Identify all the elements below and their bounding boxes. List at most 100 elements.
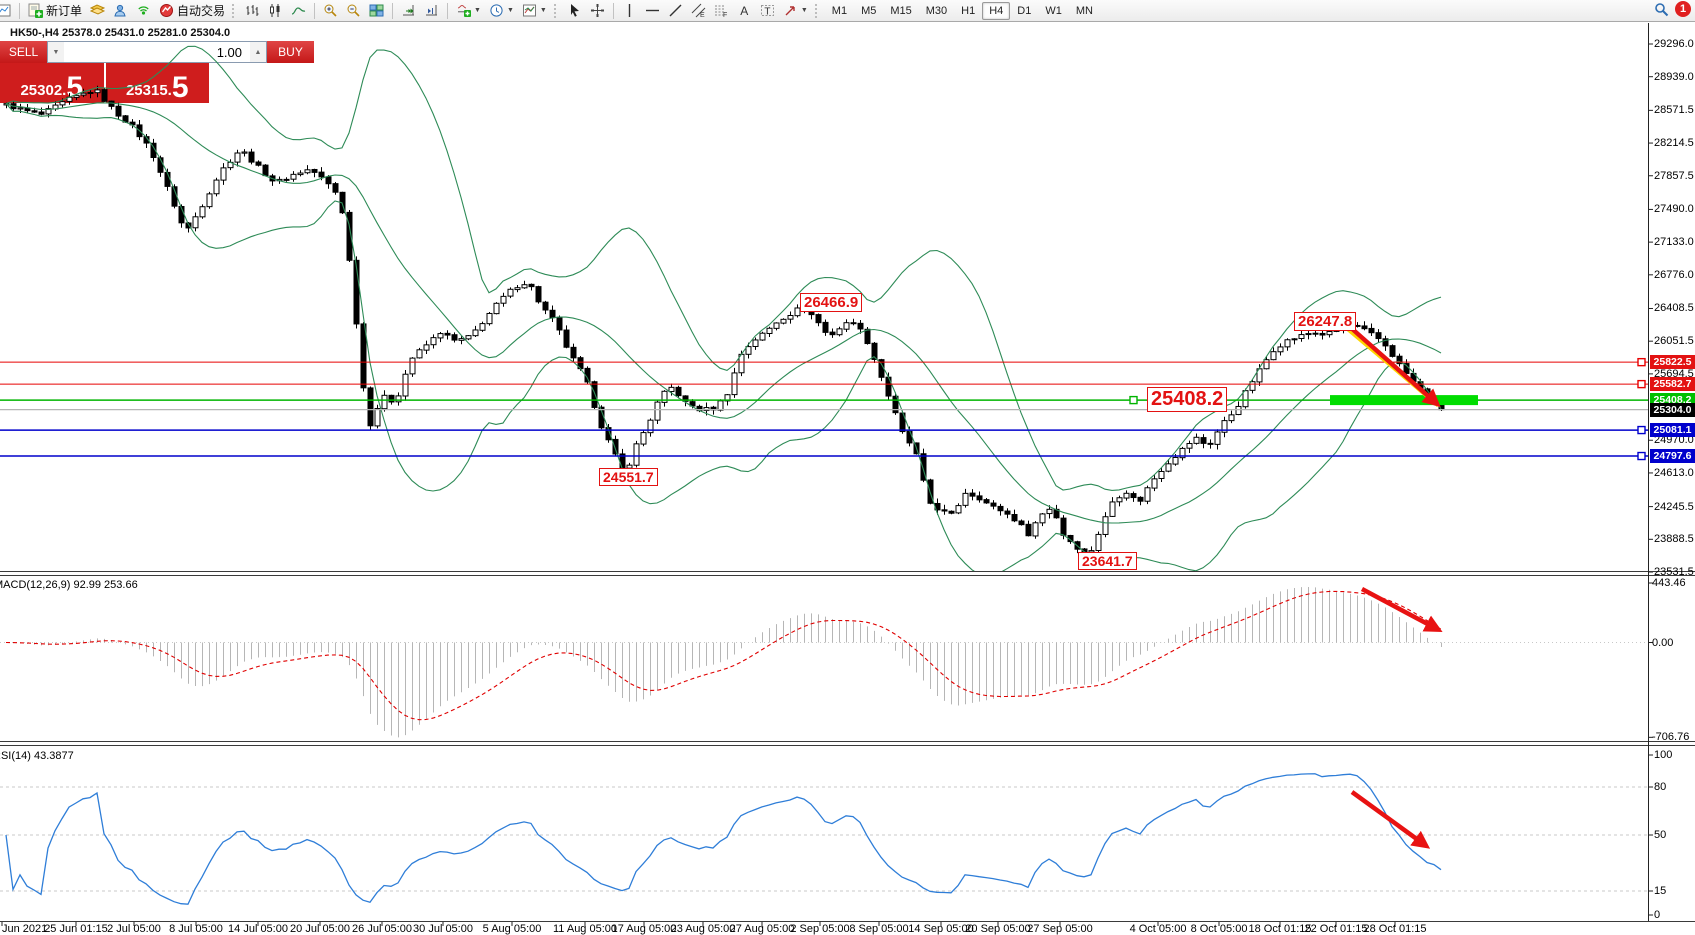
autotrading-button[interactable]: 自动交易: [156, 2, 228, 20]
price-annotation[interactable]: 24551.7: [599, 468, 658, 487]
clipped-chart-icon[interactable]: [0, 2, 14, 20]
timeframe-mn[interactable]: MN: [1075, 4, 1093, 17]
text-button[interactable]: A: [734, 2, 755, 20]
pane-separator[interactable]: [0, 741, 1695, 742]
arrow-objects-icon: [785, 6, 795, 16]
dropdown-caret-icon: ▼: [474, 7, 481, 14]
sell-button[interactable]: SELL: [0, 41, 47, 63]
text-label-icon: T: [760, 5, 774, 18]
autotrading-icon: [160, 4, 174, 17]
candlestick-chart-button[interactable]: [265, 2, 286, 20]
toolbar-grip: [814, 3, 821, 18]
clock-icon: [490, 4, 503, 17]
chart-window-icon: [0, 4, 11, 17]
dropdown-caret-icon: ▼: [539, 7, 547, 14]
search-icon[interactable]: [1654, 2, 1669, 17]
profiles-button[interactable]: [87, 2, 108, 20]
pane-separator[interactable]: [0, 571, 1695, 572]
bar-chart-button[interactable]: [242, 2, 263, 20]
timeframe-m1[interactable]: M1: [831, 4, 848, 17]
signals-icon: [138, 6, 149, 15]
one-click-trading-panel: SELL ▼ ▲ BUY 25302.5 25315.5: [0, 41, 314, 103]
volume-input[interactable]: [64, 43, 250, 61]
sell-price[interactable]: 25302. 5: [0, 63, 104, 103]
equidistant-channel-icon: E: [691, 3, 706, 18]
text-a-icon: A: [740, 4, 748, 18]
cursor-icon: [570, 4, 579, 17]
pane-separator[interactable]: [0, 575, 1695, 576]
macd-label: MACD(12,26,9) 92.99 253.66: [0, 579, 138, 591]
volume-stepper: ▼ ▲: [47, 41, 267, 63]
autotrading-label: 自动交易: [177, 4, 226, 18]
pane-separator[interactable]: [0, 745, 1695, 746]
timeframe-w1[interactable]: W1: [1045, 4, 1062, 17]
volume-up-button[interactable]: ▲: [250, 42, 266, 62]
svg-text:F: F: [723, 12, 727, 18]
toolbar-separator: [392, 2, 394, 19]
market-watch-button[interactable]: [110, 2, 131, 20]
timeframe-h4[interactable]: H4: [982, 1, 1011, 20]
svg-text:T: T: [764, 7, 770, 18]
template-icon: [522, 4, 536, 17]
horizontal-line-icon: [645, 9, 659, 12]
vertical-line-button[interactable]: [619, 2, 640, 20]
zoom-in-button[interactable]: [320, 2, 341, 20]
zoom-out-icon: [347, 4, 360, 17]
text-label-button[interactable]: T: [757, 2, 778, 20]
market-watch-icon: [114, 4, 126, 17]
arrows-button[interactable]: ▼: [780, 2, 811, 20]
toolbar-grip: [553, 3, 560, 18]
price-annotation[interactable]: 25408.2: [1147, 387, 1228, 412]
tile-windows-button[interactable]: [366, 2, 387, 20]
chart-shift-button[interactable]: [421, 2, 442, 20]
buy-button[interactable]: BUY: [267, 41, 314, 63]
vertical-line-icon: [628, 4, 631, 17]
timeframe-m5[interactable]: M5: [861, 4, 877, 17]
price-annotation[interactable]: 26466.9: [800, 293, 863, 313]
bar-chart-icon: [246, 5, 259, 16]
signals-button[interactable]: [133, 2, 154, 20]
timeframe-m15[interactable]: M15: [890, 4, 912, 17]
indicators-button[interactable]: ▼: [453, 2, 484, 20]
periods-button[interactable]: ▼: [486, 2, 517, 20]
price-annotation[interactable]: 23641.7: [1078, 552, 1137, 571]
window-corner-icons: 1: [1654, 1, 1691, 17]
sell-price-big-digit: 5: [66, 70, 84, 104]
dropdown-caret-icon: ▼: [800, 7, 808, 14]
buy-price-big-digit: 5: [171, 70, 189, 104]
zoom-in-icon: [324, 4, 337, 17]
svg-text:E: E: [700, 12, 705, 18]
toolbar-grip: [232, 3, 238, 18]
timeframe-m30[interactable]: M30: [925, 4, 948, 17]
toolbar-separator: [314, 2, 316, 19]
timeframe-d1[interactable]: D1: [1017, 4, 1032, 17]
dropdown-caret-icon: ▼: [506, 7, 514, 14]
new-order-label: 新订单: [46, 4, 83, 18]
crosshair-button[interactable]: [587, 2, 608, 20]
cursor-button[interactable]: [564, 2, 585, 20]
zoom-out-button[interactable]: [343, 2, 364, 20]
line-chart-button[interactable]: [288, 2, 309, 20]
templates-button[interactable]: ▼: [519, 2, 550, 20]
volume-down-button[interactable]: ▼: [48, 42, 64, 62]
main-toolbar: 新订单 自动交易: [0, 0, 1695, 22]
buy-price[interactable]: 25315. 5: [106, 63, 210, 103]
notification-icon[interactable]: 1: [1675, 1, 1691, 17]
toolbar-separator: [612, 2, 614, 19]
triangle-up-icon: ▲: [254, 48, 262, 56]
auto-scroll-icon: [403, 5, 415, 16]
chart-shift-icon: [426, 5, 438, 16]
timeframe-h1[interactable]: H1: [961, 4, 976, 17]
line-chart-icon: [291, 7, 306, 15]
auto-scroll-button[interactable]: [398, 2, 419, 20]
new-order-button[interactable]: 新订单: [25, 2, 85, 20]
tile-windows-icon: [369, 4, 384, 17]
profiles-icon: [90, 4, 106, 15]
price-annotation[interactable]: 26247.8: [1294, 312, 1357, 332]
horizontal-line-button[interactable]: [642, 2, 663, 20]
fibonacci-button[interactable]: F: [711, 2, 732, 20]
channel-button[interactable]: E: [688, 2, 709, 20]
price-axis-line: [1648, 23, 1649, 921]
trendline-button[interactable]: [665, 2, 686, 20]
